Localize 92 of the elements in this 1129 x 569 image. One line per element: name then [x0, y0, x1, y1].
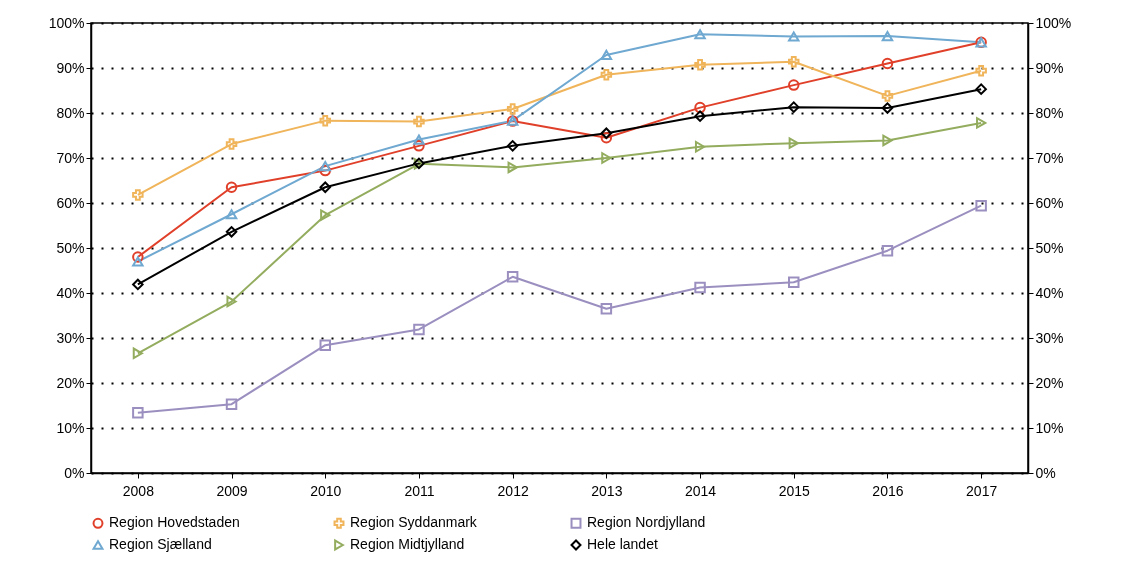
legend-label: Region Hovedstaden — [109, 514, 240, 531]
y-tick-label: 90% — [56, 59, 85, 76]
point — [788, 276, 800, 288]
point — [881, 90, 894, 102]
point — [788, 79, 800, 91]
y-tick-label: 50% — [56, 239, 85, 256]
point — [601, 152, 612, 164]
point — [413, 140, 425, 152]
x-tick-label: 2017 — [966, 482, 998, 499]
y2-tick-label: 20% — [1035, 374, 1064, 391]
point — [319, 181, 331, 193]
point — [881, 244, 894, 257]
point — [975, 64, 987, 77]
y2-tick-label: 40% — [1035, 284, 1064, 301]
point — [132, 347, 143, 360]
x-tick-label: 2011 — [404, 482, 435, 499]
point — [506, 140, 519, 152]
point — [694, 281, 706, 294]
point — [320, 209, 331, 221]
y2-tick-label: 70% — [1035, 149, 1064, 166]
legend-label: Hele landet — [587, 536, 658, 552]
point — [881, 102, 894, 114]
point — [976, 117, 987, 129]
y-tick-label: 70% — [56, 149, 85, 166]
y2-tick-label: 80% — [1035, 104, 1064, 121]
legend-label: Region Midtjylland — [350, 536, 465, 552]
point — [132, 256, 144, 267]
point — [132, 278, 144, 291]
y2-tick-label: 100% — [1035, 14, 1072, 31]
y2-tick-label: 10% — [1035, 419, 1064, 436]
point — [132, 189, 144, 201]
point — [788, 31, 800, 42]
point — [788, 137, 799, 149]
point — [694, 110, 706, 122]
point — [225, 398, 238, 410]
point — [975, 83, 987, 95]
point — [132, 251, 144, 263]
y-tick-label: 30% — [56, 329, 85, 346]
point — [319, 114, 331, 127]
legend-label: Region Nordjylland — [587, 514, 706, 531]
point — [975, 199, 987, 212]
point — [694, 29, 706, 40]
point — [600, 303, 613, 315]
point — [788, 101, 800, 113]
point — [694, 141, 706, 153]
y-tick-label: 10% — [56, 419, 85, 436]
point — [600, 132, 613, 144]
point — [600, 69, 613, 81]
point — [413, 134, 425, 145]
y2-tick-label: 0% — [1035, 464, 1056, 481]
y-tick-label: 20% — [56, 374, 85, 391]
point — [507, 161, 518, 174]
point — [225, 138, 238, 150]
y2-tick-label: 60% — [1035, 194, 1064, 211]
legend-label: Region Sjælland — [109, 536, 212, 552]
point — [413, 115, 425, 128]
x-tick-label: 2013 — [591, 482, 623, 499]
y-tick-label: 60% — [56, 194, 85, 211]
point — [225, 226, 238, 238]
point — [319, 164, 331, 177]
point — [600, 127, 613, 139]
y-tick-label: 100% — [48, 14, 85, 31]
y-tick-label: 80% — [56, 104, 85, 121]
y-tick-label: 0% — [64, 464, 85, 481]
legend-label: Region Syddanmark — [350, 514, 478, 531]
point — [881, 30, 894, 42]
x-tick-label: 2009 — [216, 482, 248, 499]
point — [319, 160, 331, 172]
point — [319, 339, 331, 351]
y2-tick-label: 30% — [1035, 329, 1064, 346]
x-tick-label: 2016 — [872, 482, 904, 499]
point — [506, 271, 519, 283]
point — [600, 49, 613, 61]
x-tick-label: 2010 — [310, 482, 342, 499]
point — [132, 406, 144, 419]
y-tick-label: 40% — [56, 284, 85, 301]
x-tick-label: 2012 — [497, 482, 529, 499]
point — [506, 103, 519, 115]
y2-tick-label: 90% — [1035, 59, 1064, 76]
point — [226, 295, 237, 308]
x-tick-label: 2008 — [122, 482, 155, 499]
point — [694, 59, 706, 71]
x-tick-label: 2014 — [684, 482, 717, 499]
y2-tick-label: 50% — [1035, 239, 1064, 256]
point — [882, 134, 893, 147]
point — [694, 101, 706, 114]
point — [225, 181, 238, 193]
point — [788, 55, 800, 68]
point — [413, 323, 425, 336]
point — [225, 209, 238, 220]
point — [881, 57, 894, 70]
x-tick-label: 2015 — [778, 482, 811, 499]
